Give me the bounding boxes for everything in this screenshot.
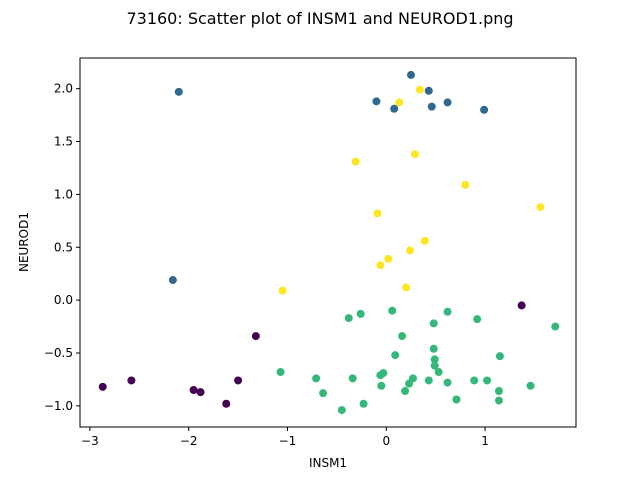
data-point: [251, 332, 260, 341]
data-point: [536, 203, 545, 212]
x-tick-label: −2: [180, 434, 198, 448]
data-point: [388, 306, 397, 315]
data-point: [483, 376, 492, 385]
data-point: [189, 385, 198, 394]
data-point: [430, 361, 439, 370]
data-point: [391, 351, 400, 360]
data-point: [424, 376, 433, 385]
data-point: [373, 209, 382, 218]
x-tick-label: 1: [481, 434, 489, 448]
x-tick-label: −3: [81, 434, 99, 448]
data-point: [222, 399, 231, 408]
y-axis: −1.0 −0.5 0.0 0.5 1.0 1.5 2.0: [44, 82, 80, 413]
data-point: [337, 406, 346, 415]
y-tick-label: 0.0: [54, 293, 73, 307]
y-axis-label: NEUROD1: [17, 212, 31, 272]
data-point: [452, 395, 461, 404]
data-point: [517, 301, 526, 310]
data-point: [415, 85, 424, 94]
data-point: [348, 374, 357, 383]
data-point: [443, 378, 452, 387]
data-point: [494, 387, 503, 396]
data-point: [312, 374, 321, 383]
data-point: [408, 374, 417, 383]
data-point: [470, 376, 479, 385]
x-axis: −3 −2 −1 0 1: [81, 427, 489, 448]
data-point: [551, 322, 560, 331]
data-point: [376, 261, 385, 270]
data-point: [494, 396, 503, 405]
data-point: [359, 399, 368, 408]
x-tick-label: −1: [279, 434, 297, 448]
data-point: [127, 376, 136, 385]
data-point: [424, 86, 433, 95]
x-tick-label: 0: [382, 434, 390, 448]
data-point: [420, 236, 429, 245]
data-point: [384, 254, 393, 263]
points-layer: [98, 70, 560, 415]
data-point: [473, 315, 482, 324]
data-point: [98, 382, 107, 391]
data-point: [372, 97, 381, 106]
data-point: [461, 180, 470, 189]
data-point: [377, 381, 386, 390]
data-point: [406, 246, 415, 255]
data-point: [429, 319, 438, 328]
data-point: [319, 389, 328, 398]
data-point: [174, 87, 183, 96]
data-point: [276, 368, 285, 377]
data-point: [443, 98, 452, 107]
y-tick-label: −1.0: [44, 399, 73, 413]
data-point: [526, 381, 535, 390]
data-point: [395, 98, 404, 107]
data-point: [168, 276, 177, 285]
data-point: [351, 157, 360, 166]
y-tick-label: 1.5: [54, 135, 73, 149]
data-point: [495, 352, 504, 361]
data-point: [379, 369, 388, 378]
data-point: [356, 309, 365, 318]
y-tick-label: −0.5: [44, 346, 73, 360]
data-point: [410, 150, 419, 159]
data-point: [429, 344, 438, 353]
data-point: [234, 376, 243, 385]
y-tick-label: 2.0: [54, 82, 73, 96]
data-point: [427, 102, 436, 111]
data-point: [407, 70, 415, 79]
data-point: [401, 387, 410, 396]
data-point: [390, 104, 399, 113]
data-point: [430, 355, 439, 364]
data-point: [196, 388, 205, 397]
data-point: [402, 283, 411, 292]
data-point: [344, 314, 353, 323]
data-point: [278, 286, 287, 295]
data-point: [443, 307, 452, 316]
y-tick-label: 0.5: [54, 240, 73, 254]
plot-frame: [79, 57, 577, 428]
data-point: [398, 332, 407, 341]
chart-title: 73160: Scatter plot of INSM1 and NEUROD1…: [126, 9, 513, 28]
y-tick-label: 1.0: [54, 187, 73, 201]
x-axis-label: INSM1: [309, 456, 347, 470]
data-point: [480, 105, 489, 114]
data-point: [434, 368, 443, 377]
